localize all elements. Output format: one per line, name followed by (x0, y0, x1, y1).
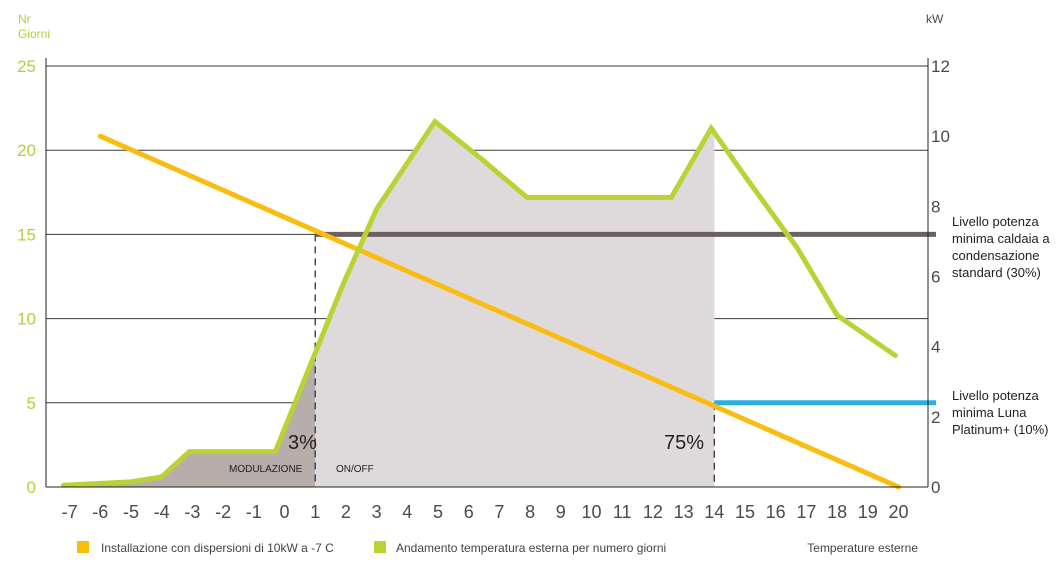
x-tick-label: 20 (888, 502, 908, 522)
legend-label-andamento: Andamento temperatura esterna per numero… (396, 541, 666, 555)
x-tick-label: -7 (62, 502, 78, 522)
series-andamento (61, 117, 898, 488)
y-right-tick-label: 8 (931, 197, 940, 216)
x-tick-label: 2 (341, 502, 351, 522)
x-tick-label: 14 (704, 502, 724, 522)
x-tick-label: -6 (92, 502, 108, 522)
level-label: minima Luna (952, 405, 1027, 420)
x-tick-label: -5 (123, 502, 139, 522)
y-right-tick-label: 6 (931, 268, 940, 287)
x-tick-label: 4 (402, 502, 412, 522)
y-left-tick-label: 25 (17, 57, 36, 76)
y-right-tick-label: 2 (931, 408, 940, 427)
x-tick-label: 18 (827, 502, 847, 522)
x-tick-label: -3 (184, 502, 200, 522)
series-installazione (97, 133, 901, 490)
x-tick-label: -4 (154, 502, 170, 522)
y-right-tick-label: 10 (931, 127, 950, 146)
region-label-modulazione: MODULAZIONE (229, 464, 303, 475)
x-axis-title: Temperature esterne (807, 541, 918, 555)
y-left-tick-label: 5 (27, 394, 36, 413)
x-tick-label: 3 (372, 502, 382, 522)
y-right-tick-label: 12 (931, 57, 950, 76)
x-tick-label: 17 (796, 502, 816, 522)
x-tick-label: 7 (494, 502, 504, 522)
region-onoff (315, 121, 715, 487)
percent-label-modulazione: 3% (288, 432, 317, 454)
x-tick-label: 10 (581, 502, 601, 522)
x-tick-label: 16 (766, 502, 786, 522)
level-label: Platinum+ (10%) (952, 422, 1048, 437)
series-lines (61, 117, 901, 490)
legend-label-installazione: Installazione con dispersioni di 10kW a … (101, 541, 334, 555)
shaded-regions (63, 121, 715, 487)
y-left-tick-label: 0 (27, 478, 36, 497)
level-label: condensazione (952, 248, 1039, 263)
x-tick-label: 0 (279, 502, 289, 522)
legend: Installazione con dispersioni di 10kW a … (77, 541, 918, 555)
level-label: Livello potenza (952, 388, 1039, 403)
power-level-lines (315, 231, 936, 406)
x-tick-label: 19 (858, 502, 878, 522)
legend-swatch-andamento (374, 541, 386, 553)
x-tick-label: 11 (613, 502, 632, 522)
x-tick-label: 12 (643, 502, 663, 522)
y-left-tick-label: 20 (17, 141, 36, 160)
x-tick-label: -2 (215, 502, 231, 522)
percent-label-onoff: 75% (664, 432, 704, 454)
level-label: minima caldaia a (952, 231, 1050, 246)
y-left-tick-label: 15 (17, 225, 36, 244)
y-left-axis-title: Nr (18, 12, 31, 26)
y-left-tick-label: 10 (17, 310, 36, 329)
x-tick-label: 8 (525, 502, 535, 522)
x-tick-label: -1 (246, 502, 262, 522)
level-label: Livello potenza (952, 214, 1039, 229)
region-label-onoff: ON/OFF (336, 464, 374, 475)
chart-labels: Livello potenza minima caldaia a condensaz… (17, 12, 1050, 522)
y-right-tick-label: 0 (931, 478, 940, 497)
x-tick-label: 15 (735, 502, 755, 522)
axes (45, 58, 929, 488)
x-tick-label: 1 (310, 502, 320, 522)
level-label: standard (30%) (952, 265, 1041, 280)
x-tick-label: 5 (433, 502, 443, 522)
y-right-axis-title: kW (926, 12, 944, 26)
legend-swatch-installazione (77, 541, 89, 553)
x-tick-label: 13 (674, 502, 694, 522)
x-tick-label: 6 (464, 502, 474, 522)
y-right-tick-label: 4 (931, 338, 940, 357)
y-left-axis-title: Giorni (18, 27, 50, 41)
x-tick-label: 9 (556, 502, 566, 522)
